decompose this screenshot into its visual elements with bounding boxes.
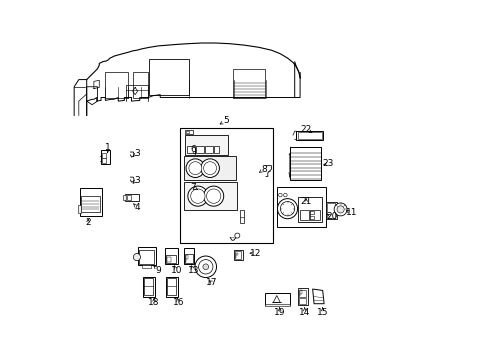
Text: 3: 3 [134,176,140,185]
Bar [325,202,336,219]
Bar [143,277,155,297]
Text: 1: 1 [105,143,111,152]
Bar [309,210,319,220]
Bar [137,247,156,265]
Text: 7: 7 [190,183,196,192]
Bar [164,248,178,264]
Bar [133,72,147,98]
Bar [144,278,153,296]
Bar [142,265,151,268]
Bar [204,146,212,153]
Text: 10: 10 [170,266,182,275]
Bar [81,197,100,212]
Text: 15: 15 [316,308,328,317]
Text: 22: 22 [300,125,311,134]
Bar [184,182,237,211]
Bar [326,203,335,218]
Bar [196,146,203,153]
Text: 9: 9 [155,266,161,275]
Text: 20: 20 [326,212,337,221]
Circle shape [234,233,239,238]
Circle shape [190,189,204,203]
Bar [78,205,81,213]
Bar [298,298,305,304]
Circle shape [203,162,216,175]
Text: 3: 3 [134,149,140,158]
Bar [187,146,195,153]
Circle shape [336,206,344,213]
Text: 18: 18 [148,298,160,307]
Text: 8: 8 [261,165,266,174]
Bar [123,195,126,200]
Text: 14: 14 [299,308,310,317]
Bar [80,188,102,216]
Bar [297,132,322,139]
Bar [184,156,236,180]
Text: 6: 6 [190,145,195,154]
Bar [264,304,290,306]
Bar [185,135,228,155]
Bar [298,197,321,222]
Text: 16: 16 [172,298,184,307]
Bar [298,290,305,297]
Bar [277,187,325,227]
Bar [240,211,244,223]
Bar [233,69,265,98]
Text: 5: 5 [223,116,228,125]
Circle shape [333,203,346,216]
Text: 17: 17 [205,278,217,287]
Text: 23: 23 [322,159,333,168]
Bar [180,128,273,243]
Bar [265,293,289,305]
Bar [166,277,178,297]
Circle shape [277,199,297,219]
Bar [214,146,219,153]
Polygon shape [273,296,280,303]
Text: 12: 12 [249,249,261,258]
Circle shape [198,260,212,274]
Circle shape [195,256,216,278]
Bar [296,131,323,140]
Bar [167,278,176,296]
Text: 11: 11 [346,208,357,217]
Text: 19: 19 [273,308,285,317]
Polygon shape [312,289,324,304]
Bar [149,59,188,95]
Bar [104,72,128,98]
Text: 4: 4 [134,203,140,212]
Bar [233,249,243,260]
Bar [183,248,194,264]
Bar [125,194,139,201]
Text: 21: 21 [300,197,311,206]
Circle shape [133,253,140,261]
Circle shape [280,202,294,216]
Bar [290,147,320,180]
Bar [299,210,308,220]
Bar [185,130,192,134]
Circle shape [201,159,219,177]
Bar [126,195,131,200]
Circle shape [203,264,208,270]
Circle shape [185,159,204,177]
Bar [186,131,189,134]
Bar [102,158,105,163]
Bar [310,211,313,215]
Circle shape [203,186,223,206]
Circle shape [206,189,221,203]
Bar [234,251,241,259]
Text: 13: 13 [187,266,199,275]
Bar [297,288,307,305]
Bar [139,249,154,264]
Text: 2: 2 [85,218,91,227]
Bar [101,150,109,164]
Bar [184,254,192,263]
Circle shape [187,186,207,206]
Circle shape [188,162,202,175]
Bar [102,153,105,158]
Bar [310,216,313,220]
Bar [165,255,176,263]
